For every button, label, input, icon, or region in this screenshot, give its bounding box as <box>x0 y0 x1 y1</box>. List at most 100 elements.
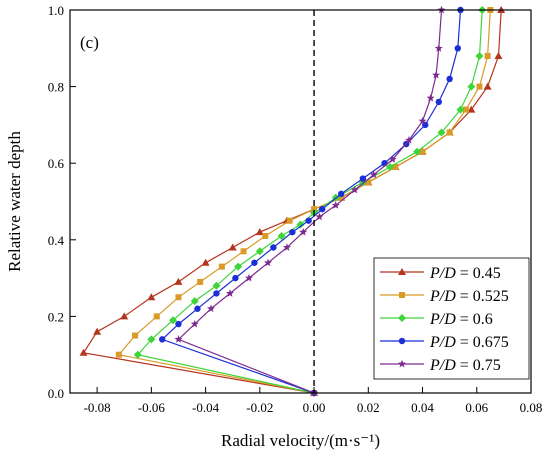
axes: -0.08 -0.06 -0.04 -0.02 0.00 0.02 0.04 0.06 0.08… <box>48 3 543 415</box>
data-point <box>437 128 446 137</box>
data-point <box>213 290 220 297</box>
data-point <box>456 105 465 114</box>
x-tick-label: -0.02 <box>246 400 273 415</box>
x-tick-label: -0.06 <box>138 400 166 415</box>
data-point <box>282 243 291 251</box>
legend-label: P/D = 0.675 <box>429 334 509 351</box>
data-point <box>392 164 399 171</box>
data-point <box>338 194 345 201</box>
data-point <box>418 116 427 125</box>
data-point <box>404 136 413 144</box>
x-tick-label: 0.04 <box>411 400 434 415</box>
data-point <box>315 212 324 221</box>
series-line <box>177 9 443 394</box>
data-point <box>93 327 102 335</box>
data-point <box>175 294 182 301</box>
data-point <box>462 106 469 113</box>
data-point <box>255 247 264 256</box>
legend-label: P/D = 0.6 <box>429 311 493 328</box>
data-point <box>201 258 210 266</box>
data-point <box>232 274 239 282</box>
legend-marker <box>398 337 406 345</box>
data-point <box>159 336 166 343</box>
data-point <box>174 277 183 285</box>
data-point <box>228 243 237 251</box>
data-point <box>289 228 296 236</box>
data-point <box>494 51 503 59</box>
data-point <box>255 228 264 236</box>
y-axis-title: Relative water depth <box>5 131 24 272</box>
legend-entry: P/D = 0.6 <box>380 311 493 328</box>
data-point <box>318 205 326 213</box>
data-point <box>218 263 225 270</box>
legend-entry: P/D = 0.45 <box>380 265 501 282</box>
data-point <box>434 44 443 52</box>
y-tick-label: 0.0 <box>48 386 64 401</box>
data-point <box>190 297 199 306</box>
data-point <box>350 185 359 194</box>
y-tick-label: 0.2 <box>48 309 64 324</box>
y-tick-label: 1.0 <box>48 3 64 18</box>
x-axis-title: Radial velocity/(m·s⁻¹) <box>221 431 380 450</box>
x-tick-label: -0.04 <box>192 400 220 415</box>
data-point <box>413 147 422 156</box>
data-point <box>299 227 308 236</box>
data-point <box>169 316 178 325</box>
data-point <box>467 105 476 113</box>
x-tick-label: 0.00 <box>303 400 326 415</box>
data-point <box>419 148 426 155</box>
legend-entry: P/D = 0.75 <box>380 357 501 374</box>
data-point <box>277 231 286 240</box>
data-point <box>207 304 216 313</box>
x-tick-label: 0.06 <box>465 400 488 415</box>
data-point <box>175 320 182 328</box>
data-point <box>174 335 183 343</box>
data-point <box>305 217 312 224</box>
data-point <box>244 273 253 282</box>
data-point <box>476 83 483 90</box>
data-point <box>190 319 199 328</box>
data-point <box>147 335 156 344</box>
legend-entry: P/D = 0.675 <box>380 334 509 351</box>
data-point <box>331 201 340 209</box>
data-point <box>153 313 160 320</box>
panel-label: (c) <box>80 33 99 52</box>
legend-marker <box>399 292 405 298</box>
series-line <box>117 9 491 394</box>
legend-marker <box>398 314 406 322</box>
y-tick-label: 0.6 <box>48 156 65 171</box>
legend: P/D = 0.45 P/D = 0.525 P/D = 0.6 P/D = 0.67… <box>373 257 530 380</box>
data-point <box>286 217 293 224</box>
data-point <box>426 93 435 102</box>
data-point <box>132 332 139 339</box>
legend-marker <box>398 268 406 275</box>
y-tick-label: 0.8 <box>48 80 64 95</box>
legend-entry: P/D = 0.525 <box>380 288 509 305</box>
data-point <box>435 98 442 106</box>
data-point <box>359 175 367 182</box>
data-point <box>385 163 394 172</box>
data-point <box>365 179 372 186</box>
series-line <box>161 9 462 394</box>
plot-frame <box>69 9 532 394</box>
data-point <box>240 248 247 255</box>
data-point <box>263 258 272 267</box>
data-point <box>454 45 461 52</box>
data-point <box>296 220 305 229</box>
legend-label: P/D = 0.75 <box>429 357 501 374</box>
data-point <box>147 293 156 301</box>
legend-label: P/D = 0.525 <box>429 288 509 305</box>
legend-label: P/D = 0.45 <box>429 265 501 282</box>
data-point <box>234 262 243 271</box>
data-point <box>115 351 122 358</box>
data-point <box>251 259 258 266</box>
data-point <box>446 75 453 83</box>
data-point <box>79 348 88 356</box>
x-tick-label: -0.08 <box>84 400 111 415</box>
data-point <box>197 278 204 285</box>
y-tick-label: 0.4 <box>48 233 65 248</box>
data-point <box>484 52 491 59</box>
data-point <box>467 82 476 91</box>
